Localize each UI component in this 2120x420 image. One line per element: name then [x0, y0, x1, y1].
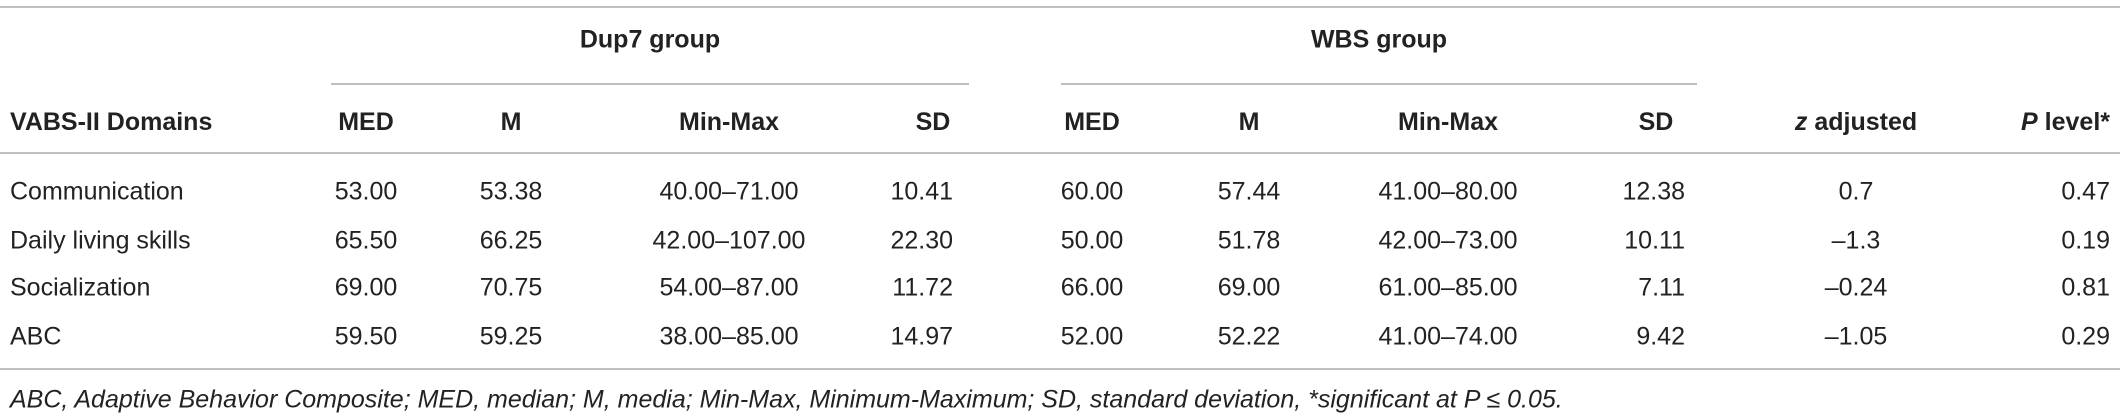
- row-label: ABC: [10, 323, 61, 351]
- cell: 61.00–85.00: [1378, 274, 1517, 302]
- column-header: Min-Max: [679, 108, 779, 136]
- cell: 12.38: [1622, 178, 1685, 206]
- row-label: Socialization: [10, 274, 150, 302]
- cell: 10.11: [1624, 227, 1685, 255]
- cell: 0.19: [2061, 227, 2110, 255]
- cell: 69.00: [335, 274, 398, 302]
- cell: 69.00: [1218, 274, 1281, 302]
- cell: 41.00–80.00: [1378, 178, 1517, 206]
- cell: 0.29: [2061, 323, 2110, 351]
- cell: 40.00–71.00: [659, 178, 798, 206]
- group-header: WBS group: [1311, 26, 1447, 54]
- cell: 57.44: [1218, 178, 1281, 206]
- cell: –1.05: [1825, 323, 1888, 351]
- cell: 60.00: [1061, 178, 1124, 206]
- column-header: MED: [1064, 108, 1120, 136]
- cell: 0.81: [2061, 274, 2110, 302]
- header-part: MED: [1064, 108, 1120, 136]
- header-part: z: [1794, 108, 1808, 136]
- header-part: Min-Max: [679, 108, 779, 136]
- column-header: P level*: [2021, 108, 2110, 136]
- cell: 66.25: [480, 227, 543, 255]
- column-header: SD: [1639, 108, 1674, 136]
- cell: 53.38: [480, 178, 543, 206]
- cell: 10.41: [890, 178, 953, 206]
- cell: 51.78: [1218, 227, 1281, 255]
- cell: 22.30: [890, 227, 953, 255]
- header-part: M: [501, 108, 522, 136]
- header-part: SD: [1639, 108, 1674, 136]
- cell: 53.00: [335, 178, 398, 206]
- cell: 7.11: [1638, 274, 1685, 302]
- column-header: VABS-II Domains: [10, 108, 212, 136]
- cell: –1.3: [1832, 227, 1881, 255]
- cell: 52.22: [1218, 323, 1281, 351]
- cell: 65.50: [335, 227, 398, 255]
- footnote: ABC, Adaptive Behavior Composite; MED, m…: [8, 386, 1563, 414]
- cell: 38.00–85.00: [659, 323, 798, 351]
- cell: 52.00: [1061, 323, 1124, 351]
- cell: 0.7: [1839, 178, 1874, 206]
- cell: 42.00–73.00: [1378, 227, 1517, 255]
- cell: 11.72: [892, 274, 953, 302]
- header-part: M: [1239, 108, 1260, 136]
- column-header: M: [501, 108, 522, 136]
- header-part: adjusted: [1807, 108, 1917, 136]
- column-header: Min-Max: [1398, 108, 1498, 136]
- header-part: VABS-II Domains: [10, 108, 212, 136]
- header-part: MED: [338, 108, 394, 136]
- cell: 9.42: [1636, 323, 1685, 351]
- cell: 0.47: [2061, 178, 2110, 206]
- column-header: SD: [916, 108, 951, 136]
- cell: 70.75: [480, 274, 543, 302]
- header-part: Min-Max: [1398, 108, 1498, 136]
- cell: –0.24: [1825, 274, 1888, 302]
- column-header: M: [1239, 108, 1260, 136]
- group-header: Dup7 group: [580, 26, 720, 54]
- column-header: MED: [338, 108, 394, 136]
- row-label: Communication: [10, 178, 184, 206]
- row-label: Daily living skills: [10, 227, 191, 255]
- cell: 54.00–87.00: [659, 274, 798, 302]
- cell: 41.00–74.00: [1378, 323, 1517, 351]
- header-part: SD: [916, 108, 951, 136]
- cell: 59.50: [335, 323, 398, 351]
- header-part: level*: [2038, 108, 2111, 136]
- cell: 59.25: [480, 323, 543, 351]
- cell: 50.00: [1061, 227, 1124, 255]
- column-header: z adjusted: [1794, 108, 1917, 136]
- cell: 42.00–107.00: [653, 227, 806, 255]
- header-part: P: [2021, 108, 2038, 136]
- cell: 14.97: [890, 323, 953, 351]
- cell: 66.00: [1061, 274, 1124, 302]
